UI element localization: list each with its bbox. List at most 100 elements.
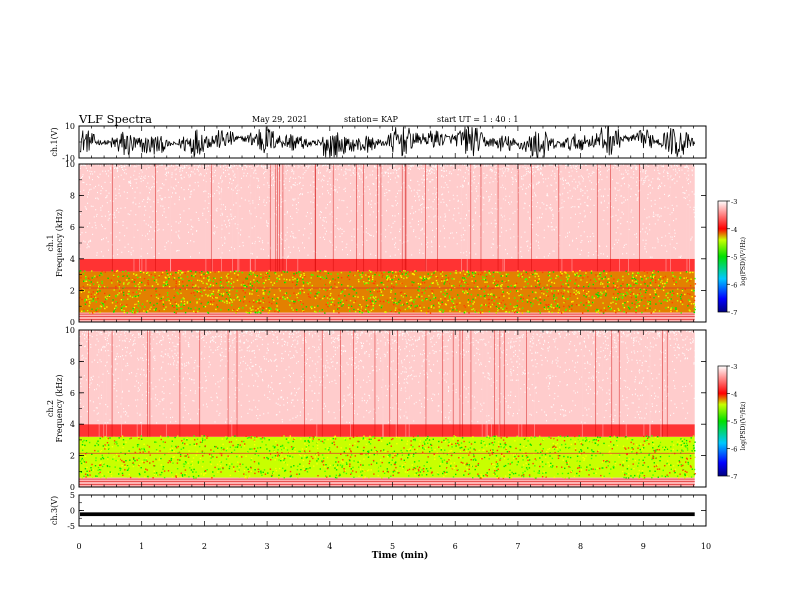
spectrogram-speckle — [295, 207, 297, 210]
spectrogram-speckle — [567, 232, 569, 234]
spectrogram-speckle — [202, 212, 204, 214]
spectrogram-speckle — [534, 192, 536, 194]
spectrogram-speckle — [619, 309, 621, 312]
spectrogram-speckle — [221, 181, 223, 183]
spectrogram-speckle — [666, 171, 668, 173]
spectrogram-speckle — [83, 290, 85, 292]
spectrogram-speckle — [134, 312, 136, 314]
spectrogram-speckle — [691, 174, 693, 176]
spectrogram-speckle — [421, 203, 423, 206]
spectrogram-speckle — [276, 249, 278, 251]
spectrogram-speckle — [637, 272, 639, 274]
spectrogram-speckle — [511, 310, 514, 312]
spectrogram-speckle — [96, 276, 98, 278]
spectrogram-speckle — [514, 310, 516, 312]
spectrogram-speckle — [209, 279, 211, 281]
spectrogram-speckle — [115, 270, 118, 272]
spectrogram-speckle — [603, 253, 604, 255]
spectrogram-speckle — [615, 214, 617, 216]
spectrogram-speckle — [175, 231, 177, 233]
spectrogram-speckle — [516, 201, 518, 203]
spectrogram-speckle — [580, 274, 582, 277]
spectrogram-speckle — [570, 164, 571, 166]
spectrogram-speckle — [168, 299, 170, 302]
spectrogram-speckle — [381, 164, 383, 166]
spectrogram-speckle — [674, 276, 676, 278]
spectrogram-speckle — [151, 187, 153, 189]
spectrogram-speckle — [234, 187, 236, 189]
spectrogram-speckle — [222, 293, 225, 296]
spectrogram-speckle — [464, 172, 466, 174]
spectrogram-speckle — [649, 223, 651, 225]
spectrogram-speckle — [553, 250, 555, 252]
spectrogram-speckle — [374, 299, 377, 301]
spectrogram-speckle — [326, 295, 329, 297]
spectrogram-speckle — [380, 294, 382, 296]
spectrogram-speckle — [359, 312, 361, 314]
spectrogram-speckle — [300, 277, 302, 280]
spectrogram-speckle — [181, 164, 183, 166]
spectrogram-speckle — [214, 169, 216, 172]
spectrogram-speckle — [390, 310, 392, 312]
spectrogram-speckle — [122, 291, 125, 294]
spectrogram-speckle — [500, 275, 502, 277]
spectrogram-speckle — [590, 304, 592, 307]
spectrogram-speckle — [573, 293, 575, 296]
spectrogram-speckle — [376, 231, 378, 233]
spectrogram-speckle — [639, 171, 641, 173]
spectrogram-speckle — [225, 166, 227, 168]
spectrogram-speckle — [283, 183, 285, 185]
spectrogram-speckle — [664, 221, 666, 223]
spectrogram-speckle — [207, 311, 209, 314]
spectrogram-speckle — [117, 281, 119, 283]
spectrogram-speckle — [334, 279, 336, 281]
spectrogram-speckle — [673, 246, 675, 249]
spectrogram-speckle — [207, 165, 209, 167]
spectrogram-speckle — [368, 279, 371, 282]
spectrogram-speckle — [140, 180, 142, 183]
spectrogram-speckle — [675, 174, 677, 176]
spectrogram-speckle — [101, 185, 102, 188]
spectrogram-speckle — [405, 272, 407, 275]
spectrogram-speckle — [356, 196, 358, 198]
spectrogram-speckle — [568, 305, 570, 307]
spectrogram-speckle — [312, 181, 314, 183]
spectrogram-speckle — [694, 308, 696, 311]
spectrogram-speckle — [272, 173, 274, 175]
spectrogram-speckle — [258, 196, 260, 198]
spectrogram-speckle — [440, 201, 442, 203]
spectrogram-speckle — [648, 216, 650, 218]
spectrogram-speckle — [585, 164, 587, 166]
spectrogram-speckle — [644, 291, 647, 294]
spectrogram-speckle — [284, 187, 286, 189]
spectrogram-speckle — [397, 273, 399, 275]
spectrogram-speckle — [614, 288, 617, 291]
spectrogram-speckle — [598, 169, 600, 171]
spectrogram-speckle — [443, 280, 445, 282]
spectrogram-speckle — [316, 204, 318, 206]
spectrogram-speckle — [528, 172, 530, 174]
spectrogram-speckle — [190, 228, 192, 230]
spectrogram-speckle — [100, 224, 102, 226]
spectrogram-speckle — [259, 198, 260, 200]
spectrogram-speckle — [666, 280, 668, 282]
spectrogram-speckle — [419, 189, 421, 191]
spectrogram-speckle — [124, 235, 126, 237]
spectrogram-speckle — [584, 290, 586, 292]
spectrogram-speckle — [637, 243, 639, 245]
spectrogram-speckle — [413, 281, 415, 284]
spectrogram-speckle — [618, 309, 620, 311]
spectrogram-speckle — [152, 176, 154, 178]
spectrogram-speckle — [163, 184, 165, 186]
spectrogram-speckle — [466, 291, 468, 294]
spectrogram-speckle — [334, 283, 336, 285]
spectrogram-speckle — [267, 293, 270, 296]
spectrogram-speckle — [403, 165, 405, 167]
spectrogram-speckle — [623, 201, 625, 203]
spectrogram-speckle — [270, 308, 272, 310]
spectrogram-speckle — [147, 182, 149, 184]
spectrogram-speckle — [546, 290, 548, 293]
spectrogram-speckle — [659, 173, 661, 175]
spectrogram-speckle — [528, 276, 531, 278]
spectrogram-speckle — [308, 295, 310, 298]
